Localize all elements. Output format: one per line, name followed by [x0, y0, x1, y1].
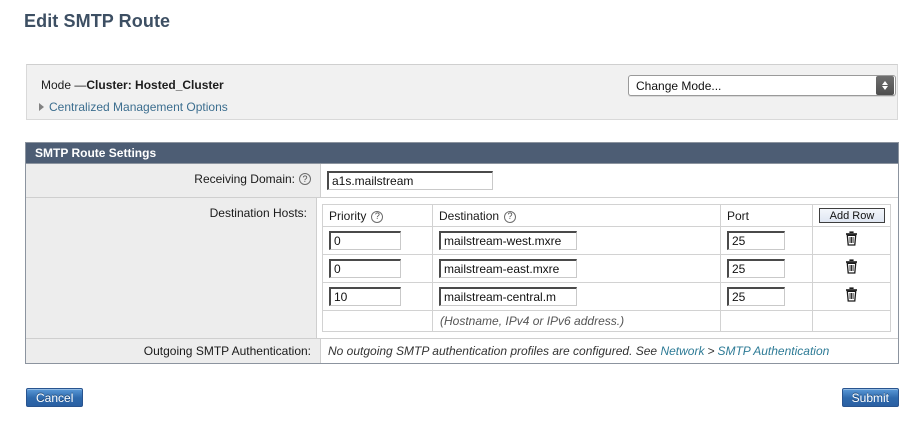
submit-button[interactable]: Submit	[841, 388, 899, 407]
trash-icon[interactable]	[845, 258, 858, 274]
destination-input[interactable]	[439, 287, 577, 306]
hint-empty-port	[720, 310, 813, 332]
outgoing-auth-message: No outgoing SMTP authentication profiles…	[328, 344, 658, 358]
receiving-domain-row: Receiving Domain: ?	[26, 164, 898, 197]
destination-hosts-tbody: (Hostname, IPv4 or IPv6 address.)	[322, 226, 891, 332]
network-link[interactable]: Network	[660, 344, 705, 358]
receiving-domain-label: Receiving Domain:	[194, 172, 295, 186]
link-separator: >	[707, 344, 715, 358]
destination-hint-text: (Hostname, IPv4 or IPv6 address.)	[440, 314, 625, 328]
destination-header-label: Destination	[439, 208, 500, 223]
outgoing-auth-label: Outgoing SMTP Authentication:	[143, 344, 311, 358]
receiving-domain-label-cell: Receiving Domain: ?	[26, 164, 321, 197]
table-row	[322, 226, 891, 255]
receiving-domain-input[interactable]	[327, 171, 493, 190]
chevron-right-icon	[39, 103, 44, 111]
cancel-button[interactable]: Cancel	[26, 388, 84, 407]
outgoing-auth-label-cell: Outgoing SMTP Authentication:	[26, 339, 321, 363]
column-header-port: Port	[720, 204, 813, 227]
priority-input[interactable]	[329, 231, 401, 250]
destination-hosts-body: Priority ? Destination ?	[317, 198, 898, 338]
outgoing-auth-row: Outgoing SMTP Authentication: No outgoin…	[26, 338, 898, 363]
outgoing-auth-body: No outgoing SMTP authentication profiles…	[321, 339, 898, 363]
mode-prefix-label: Mode —	[41, 78, 87, 92]
priority-header-label: Priority	[329, 208, 367, 223]
port-header-label: Port	[727, 208, 750, 223]
destination-hosts-label: Destination Hosts:	[209, 206, 307, 220]
column-header-priority: Priority ?	[322, 204, 433, 227]
change-mode-select[interactable]: Change Mode...	[628, 75, 896, 96]
destination-hosts-label-cell: Destination Hosts:	[26, 198, 317, 338]
destination-hint-row: (Hostname, IPv4 or IPv6 address.)	[322, 310, 891, 332]
destination-hosts-row: Destination Hosts: Priority	[26, 197, 898, 338]
help-icon-destination[interactable]: ?	[504, 210, 517, 223]
help-icon-priority[interactable]: ?	[371, 210, 384, 223]
port-input[interactable]	[727, 259, 785, 278]
smtp-authentication-link[interactable]: SMTP Authentication	[717, 344, 830, 358]
change-mode-selected-value: Change Mode...	[636, 78, 722, 93]
hint-empty-actions	[812, 310, 891, 332]
mode-value: Cluster: Hosted_Cluster	[86, 78, 224, 92]
chevron-updown-icon[interactable]	[876, 76, 894, 95]
settings-panel-header: SMTP Route Settings	[26, 143, 898, 164]
page-title: Edit SMTP Route	[24, 11, 171, 31]
hint-empty-priority	[322, 310, 433, 332]
smtp-route-settings-panel: SMTP Route Settings Receiving Domain: ? …	[25, 142, 899, 364]
receiving-domain-body	[321, 164, 898, 197]
port-input[interactable]	[727, 231, 785, 250]
destination-hosts-table: Priority ? Destination ?	[322, 204, 891, 332]
hint-cell: (Hostname, IPv4 or IPv6 address.)	[432, 310, 721, 332]
table-header-row: Priority ? Destination ?	[322, 204, 891, 227]
mode-line: Mode —Cluster: Hosted_Cluster	[41, 78, 224, 92]
help-icon-receiving-domain[interactable]: ?	[299, 173, 311, 185]
destination-input[interactable]	[439, 231, 577, 250]
column-header-actions: Add Row	[812, 204, 891, 227]
table-row	[322, 282, 891, 311]
centralized-management-options-row[interactable]: Centralized Management Options	[39, 100, 228, 114]
centralized-management-options-link[interactable]: Centralized Management Options	[49, 100, 228, 114]
add-row-button[interactable]: Add Row	[819, 208, 885, 223]
column-header-destination: Destination ?	[432, 204, 721, 227]
table-row	[322, 254, 891, 283]
destination-input[interactable]	[439, 259, 577, 278]
port-input[interactable]	[727, 287, 785, 306]
trash-icon[interactable]	[845, 230, 858, 246]
priority-input[interactable]	[329, 287, 401, 306]
trash-icon[interactable]	[845, 286, 858, 302]
priority-input[interactable]	[329, 259, 401, 278]
